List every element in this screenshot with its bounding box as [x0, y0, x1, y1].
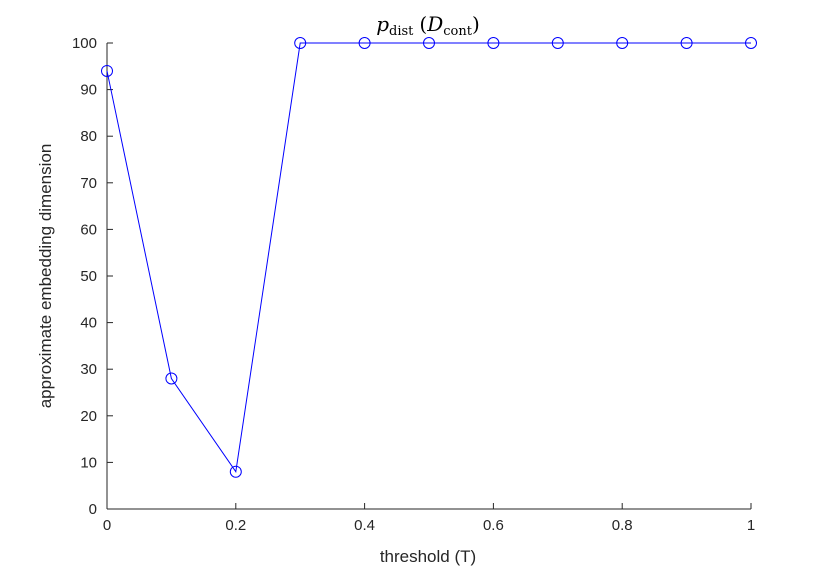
chart-title: pdist (Dcont) [376, 12, 480, 39]
x-tick-label: 0 [103, 517, 111, 534]
title-close-paren: ) [472, 12, 480, 36]
data-point-marker [487, 37, 500, 49]
y-tick-label: 20 [80, 408, 97, 425]
y-tick-label: 40 [80, 315, 97, 332]
series-line [106, 42, 751, 474]
title-p-subscript: dist [389, 24, 414, 39]
data-point-marker [551, 37, 564, 49]
data-point-marker [101, 64, 113, 77]
axes [106, 43, 751, 510]
y-tick-labels: 0 10 20 30 40 50 60 70 80 90 100 [72, 35, 97, 518]
y-tick-label: 50 [80, 268, 97, 285]
series [101, 37, 757, 478]
title-d: D [426, 12, 443, 36]
y-tick-label: 80 [80, 128, 97, 145]
tick-marks [106, 42, 752, 510]
y-tick-label: 100 [72, 35, 97, 52]
y-tick-label: 70 [80, 175, 97, 192]
y-tick-label: 60 [80, 221, 97, 238]
data-point-marker [165, 372, 178, 385]
title-p: p [376, 12, 389, 36]
y-tick-label: 10 [80, 454, 97, 471]
x-tick-labels: 0 0.2 0.4 0.6 0.8 1 [103, 517, 755, 534]
y-tick-label: 90 [80, 82, 97, 99]
x-tick-label: 1 [747, 517, 755, 534]
x-tick-label: 0.2 [225, 517, 246, 534]
data-point-marker [229, 465, 242, 478]
y-tick-label: 30 [80, 361, 97, 378]
y-axis-label: approximate embedding dimension [36, 144, 55, 409]
data-point-marker [294, 37, 307, 49]
x-tick-label: 0.6 [483, 517, 504, 534]
x-tick-label: 0.4 [354, 517, 375, 534]
y-tick-label: 0 [89, 501, 97, 518]
data-point-marker [680, 37, 693, 49]
x-tick-label: 0.8 [612, 517, 633, 534]
title-d-subscript: cont [443, 24, 472, 39]
data-point-marker [358, 37, 371, 49]
title-open-paren: ( [419, 12, 427, 36]
data-point-marker [745, 37, 757, 49]
data-point-marker [616, 37, 629, 49]
data-point-marker [423, 37, 435, 49]
x-axis-label: threshold (T) [380, 547, 476, 566]
